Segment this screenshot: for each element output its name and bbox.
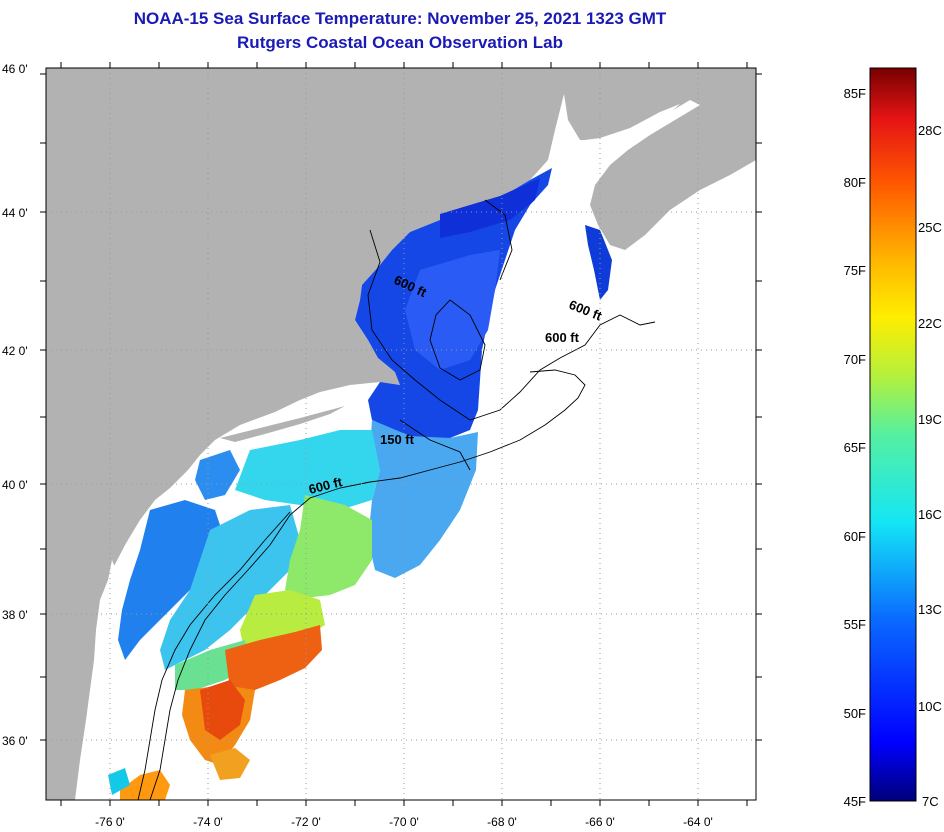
lat-label: 44 0'	[2, 206, 28, 220]
isobath-label: 150 ft	[380, 432, 415, 447]
axis-ticks	[40, 62, 762, 806]
colorbar-c-label: 7C	[922, 794, 939, 809]
colorbar-f-label: 50F	[844, 706, 866, 721]
colorbar-f-label: 65F	[844, 440, 866, 455]
lon-label: -70 0'	[389, 815, 419, 829]
land-nova-scotia	[560, 68, 756, 250]
land-us-mainland	[46, 68, 565, 800]
colorbar-f-label: 55F	[844, 617, 866, 632]
map-frame	[45, 67, 757, 801]
colorbar-c-label: 22C	[918, 316, 942, 331]
lon-label: -74 0'	[193, 815, 223, 829]
colorbar-c-label: 19C	[918, 412, 942, 427]
land-long-island	[220, 406, 345, 442]
lat-label: 36 0'	[2, 734, 28, 748]
lat-label: 38 0'	[2, 608, 28, 622]
colorbar-c-label: 25C	[918, 220, 942, 235]
colorbar-f-label: 45F	[844, 794, 866, 809]
lon-label: -66 0'	[585, 815, 615, 829]
lon-label: -72 0'	[291, 815, 321, 829]
colorbar-f-label: 70F	[844, 352, 866, 367]
colorbar-c-label: 28C	[918, 123, 942, 138]
lat-label: 46 0'	[2, 62, 28, 76]
map-title: NOAA-15 Sea Surface Temperature: Novembe…	[133, 9, 667, 28]
lat-label: 42 0'	[2, 344, 28, 358]
colorbar-f-label: 75F	[844, 263, 866, 278]
colorbar-f-label: 80F	[844, 175, 866, 190]
isobath-label: 600 ft	[545, 330, 580, 345]
bay-of-fundy	[570, 104, 680, 152]
lon-label: -64 0'	[683, 815, 713, 829]
isobath-lines	[137, 199, 656, 800]
colorbar-f-label: 85F	[844, 86, 866, 101]
colorbar-c-label: 10C	[918, 699, 942, 714]
colorbar-c-label: 16C	[918, 507, 942, 522]
map-subtitle: Rutgers Coastal Ocean Observation Lab	[237, 33, 563, 52]
sst-data-layer	[108, 168, 612, 800]
colorbar	[869, 67, 917, 802]
colorbar-c-label: 13C	[918, 602, 942, 617]
lon-label: -68 0'	[487, 815, 517, 829]
graticule	[46, 68, 756, 800]
colorbar-f-label: 60F	[844, 529, 866, 544]
lat-label: 40 0'	[2, 478, 28, 492]
lon-label: -76 0'	[95, 815, 125, 829]
chesapeake-bay	[94, 560, 120, 700]
